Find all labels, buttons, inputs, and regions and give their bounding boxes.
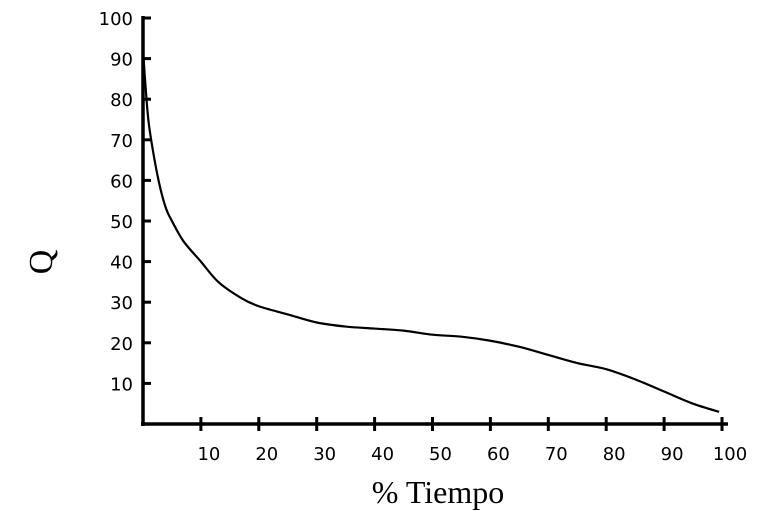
x-ticks: 10 20 30 40 50 60 70 80 90 100	[197, 417, 747, 465]
x-tick-label: 40	[371, 444, 394, 465]
y-tick-label: 80	[110, 90, 133, 111]
axes	[141, 16, 728, 426]
x-axis-title: % Tiempo	[372, 474, 504, 510]
y-tick-label: 40	[110, 253, 133, 274]
y-tick-label: 60	[110, 171, 133, 192]
x-tick-label: 30	[313, 444, 336, 465]
y-axis-title: Q	[23, 250, 60, 275]
y-tick-label: 50	[110, 212, 133, 233]
y-tick-label: 70	[110, 131, 133, 152]
x-tick-label: 60	[487, 444, 510, 465]
y-tick-label: 100	[99, 9, 133, 30]
x-tick-label: 80	[603, 444, 626, 465]
series-line	[141, 50, 720, 413]
y-tick-label: 10	[110, 374, 133, 395]
x-tick-label: 100	[713, 444, 747, 465]
y-tick-label: 30	[110, 293, 133, 314]
y-ticks: 10 20 30 40 50 60 70 80 90 100	[99, 9, 151, 395]
x-tick-label: 50	[429, 444, 452, 465]
x-tick-label: 70	[545, 444, 568, 465]
y-tick-label: 20	[110, 334, 133, 355]
x-tick-label: 10	[197, 444, 220, 465]
x-tick-label: 90	[661, 444, 684, 465]
y-tick-label: 90	[110, 50, 133, 71]
x-tick-label: 20	[255, 444, 278, 465]
